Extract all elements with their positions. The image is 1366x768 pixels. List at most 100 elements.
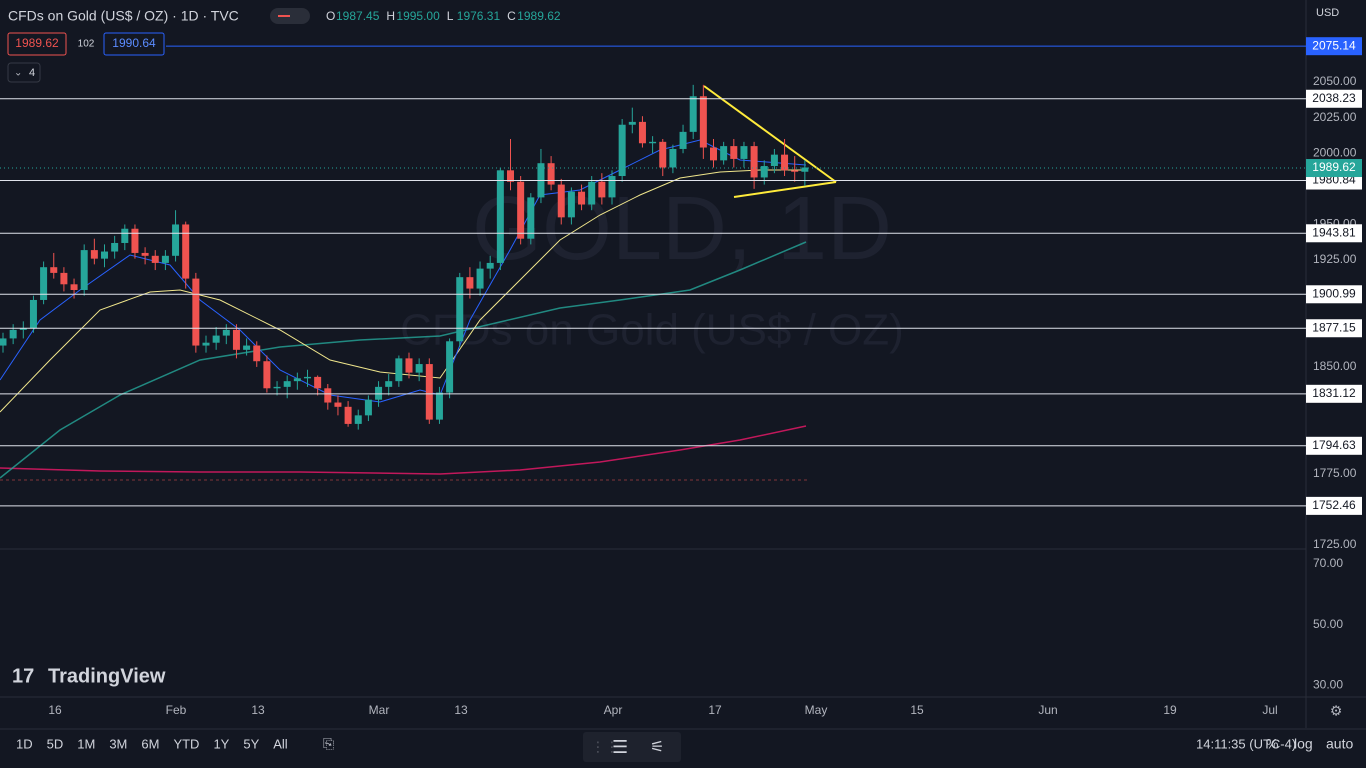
level-label: 1752.46 <box>1312 498 1356 512</box>
candle-body <box>151 255 159 263</box>
candle-body <box>638 121 646 144</box>
level-label-box <box>1306 319 1362 338</box>
candle-body <box>557 184 565 218</box>
candle-body <box>232 329 240 350</box>
ohlc-label: O <box>326 9 335 23</box>
currency[interactable]: USD <box>1316 7 1339 19</box>
candle-body <box>649 141 657 144</box>
candle-body <box>293 378 301 382</box>
candle-body <box>161 255 169 263</box>
buy-price: 1990.64 <box>112 36 156 50</box>
last-price-label: 1989.62 <box>1312 160 1356 174</box>
level-label-box <box>1306 224 1362 243</box>
candle-body <box>70 284 78 290</box>
candle-body <box>192 278 200 346</box>
range-button[interactable]: All <box>273 736 288 751</box>
candle-body <box>121 228 129 243</box>
range-button[interactable]: 6M <box>141 736 159 751</box>
date-range-icon[interactable]: ⎘ <box>323 736 334 752</box>
candle-body <box>9 329 17 339</box>
candle-body <box>344 406 352 424</box>
candle-body <box>598 181 606 198</box>
candle-body <box>699 96 707 148</box>
candle-body <box>253 345 261 362</box>
level-label: 1877.15 <box>1312 320 1356 334</box>
range-button[interactable]: 1D <box>16 736 33 751</box>
lines-icon[interactable]: ☰ <box>612 737 628 757</box>
candle-body <box>90 250 98 259</box>
level-label-box <box>1306 285 1362 304</box>
range-button[interactable]: 3M <box>109 736 127 751</box>
candle-body <box>212 335 220 343</box>
level-label: 1900.99 <box>1312 286 1356 300</box>
candle-body <box>486 262 494 269</box>
sell-price: 1989.62 <box>15 36 59 50</box>
level-label-box <box>1306 89 1362 108</box>
time-label: Feb <box>166 703 187 717</box>
ohlc-value: 1976.31 <box>457 9 501 23</box>
candle-body <box>435 392 443 420</box>
candle-body <box>101 251 108 259</box>
candle-body <box>801 167 809 172</box>
candle-body <box>172 224 180 256</box>
candle-body <box>243 345 251 350</box>
candle-body <box>364 399 372 416</box>
candle-body <box>131 228 139 253</box>
level-label: 1831.12 <box>1312 386 1356 400</box>
price-tick-label: 2050.00 <box>1313 74 1357 88</box>
indicators-toggle[interactable] <box>7 62 41 83</box>
scale-option[interactable]: auto <box>1326 736 1353 752</box>
candle-body <box>222 329 230 336</box>
candle-body <box>446 341 454 393</box>
candle-body <box>182 224 190 279</box>
range-button[interactable]: YTD <box>173 736 199 751</box>
candle-body <box>527 197 535 239</box>
range-button[interactable]: 5Y <box>243 736 259 751</box>
candle-body <box>40 267 48 300</box>
candle-body <box>791 170 799 172</box>
candle-body <box>781 154 789 171</box>
level-label: 1794.63 <box>1312 438 1356 452</box>
candle-body <box>395 358 403 382</box>
candle-body <box>304 376 311 379</box>
sell-box[interactable] <box>7 32 67 56</box>
time-label: Mar <box>369 703 390 717</box>
time-label: 13 <box>251 703 265 717</box>
price-tick-label: 1775.00 <box>1313 466 1357 480</box>
ohlc-value: 1987.45 <box>336 9 380 23</box>
candle-body <box>710 147 717 161</box>
candle-body <box>456 277 464 342</box>
candle-body <box>567 191 575 218</box>
candle-body <box>740 146 748 159</box>
rsi-tick-label: 70.00 <box>1313 556 1343 570</box>
price-tick-label: 1725.00 <box>1313 537 1357 551</box>
settings-icon[interactable]: ⚙ <box>1330 703 1343 719</box>
buy-box[interactable] <box>103 32 165 56</box>
range-button[interactable]: 1M <box>77 736 95 751</box>
scale-option[interactable]: % <box>1266 736 1278 752</box>
time-label: 17 <box>708 703 722 717</box>
candle-body <box>679 131 687 149</box>
candle-body <box>760 166 768 178</box>
indicators-count: 4 <box>29 67 35 79</box>
rsi-tick-label: 30.00 <box>1313 677 1343 691</box>
range-button[interactable]: 5D <box>47 736 64 751</box>
candle-body <box>720 146 728 161</box>
ohlc-value: 1995.00 <box>396 9 440 23</box>
candle-body <box>659 141 667 168</box>
ma-50 <box>0 241 807 479</box>
candle-body <box>385 381 393 387</box>
time-label: 13 <box>454 703 468 717</box>
candle-body <box>415 364 423 373</box>
range-button[interactable]: 1Y <box>213 736 229 751</box>
scale-option[interactable]: log <box>1294 736 1313 752</box>
alert-label-box <box>1306 37 1362 56</box>
candle-body <box>628 121 636 125</box>
ma-9 <box>0 139 807 403</box>
compare-icon[interactable]: ⚟ <box>650 739 664 756</box>
price-tick-label: 2000.00 <box>1313 145 1357 159</box>
clock: 14:11:35 (UTC-4) <box>1196 736 1296 751</box>
ohlc-label: H <box>386 9 395 23</box>
